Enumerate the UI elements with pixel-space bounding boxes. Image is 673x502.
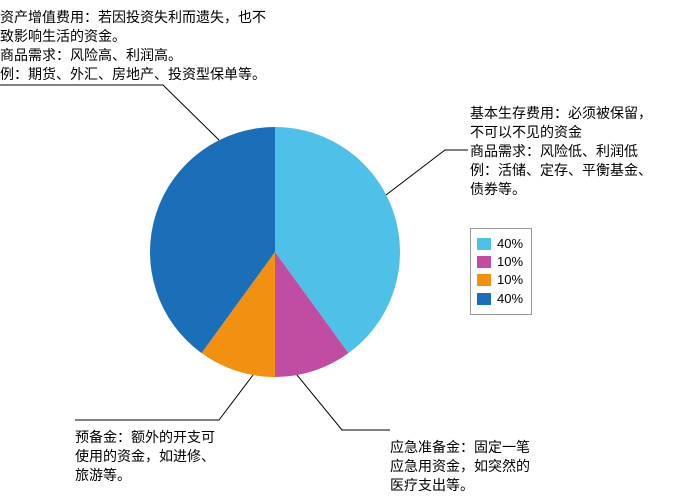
legend-text-0: 40% bbox=[497, 235, 523, 253]
legend-item-2: 10% bbox=[477, 271, 523, 289]
label-reserve-line-0: 预备金：额外的开支可 bbox=[75, 429, 215, 445]
label-basic-line-4: 债券等。 bbox=[470, 181, 526, 197]
legend-item-3: 40% bbox=[477, 290, 523, 308]
legend-item-1: 10% bbox=[477, 253, 523, 271]
legend-swatch-2 bbox=[477, 274, 491, 286]
legend: 40% 10% 10% 40% bbox=[470, 228, 532, 315]
label-basic-line-1: 不可以不见的资金 bbox=[470, 124, 582, 140]
legend-swatch-1 bbox=[477, 256, 491, 268]
label-growth-line-2: 商品需求：风险高、利润高。 bbox=[0, 47, 182, 63]
legend-text-1: 10% bbox=[497, 253, 523, 271]
label-basic-line-2: 商品需求：风险低、利润低 bbox=[470, 143, 638, 159]
label-reserve-line-1: 使用的资金，如进修、 bbox=[75, 448, 215, 464]
label-emergency-line-2: 医疗支出等。 bbox=[390, 477, 474, 493]
legend-text-2: 10% bbox=[497, 271, 523, 289]
legend-text-3: 40% bbox=[497, 290, 523, 308]
leader-line-3 bbox=[297, 375, 390, 430]
label-emergency: 应急准备金：固定一笔 应急用资金，如突然的 医疗支出等。 bbox=[390, 438, 530, 495]
legend-item-0: 40% bbox=[477, 235, 523, 253]
leader-line-1 bbox=[386, 150, 468, 195]
label-growth-line-1: 致影响生活的资金。 bbox=[0, 28, 126, 44]
leader-line-0 bbox=[0, 85, 219, 140]
label-growth-line-0: 资产增值费用：若因投资失利而遗失，也不 bbox=[0, 9, 266, 25]
label-basic-line-0: 基本生存费用：必须被保留， bbox=[470, 105, 652, 121]
label-reserve-line-2: 旅游等。 bbox=[75, 467, 131, 483]
label-basic-line-3: 例：活储、定存、平衡基金、 bbox=[470, 162, 652, 178]
legend-swatch-3 bbox=[477, 293, 491, 305]
label-basic: 基本生存费用：必须被保留， 不可以不见的资金 商品需求：风险低、利润低 例：活储… bbox=[470, 104, 652, 198]
label-growth-line-3: 例：期货、外汇、房地产、投资型保单等。 bbox=[0, 66, 266, 82]
label-emergency-line-1: 应急用资金，如突然的 bbox=[390, 458, 530, 474]
label-growth: 资产增值费用：若因投资失利而遗失，也不 致影响生活的资金。 商品需求：风险高、利… bbox=[0, 8, 266, 84]
legend-swatch-0 bbox=[477, 238, 491, 250]
label-emergency-line-0: 应急准备金：固定一笔 bbox=[390, 439, 530, 455]
label-reserve: 预备金：额外的开支可 使用的资金，如进修、 旅游等。 bbox=[75, 428, 215, 485]
leader-line-2 bbox=[75, 375, 253, 420]
